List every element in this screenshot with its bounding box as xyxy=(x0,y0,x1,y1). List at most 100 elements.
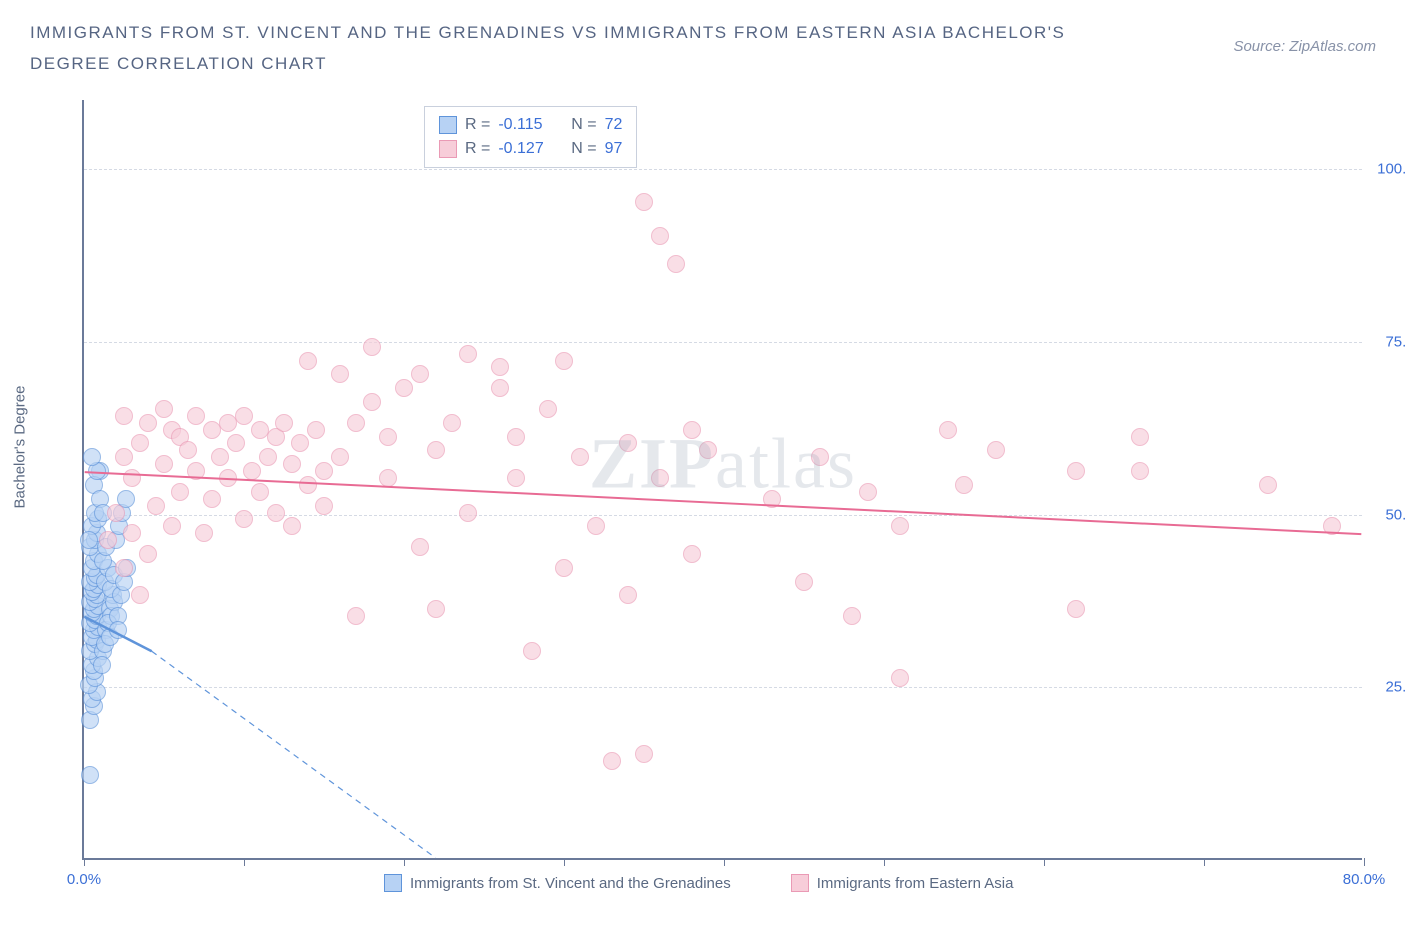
data-point xyxy=(443,414,461,432)
data-point xyxy=(811,448,829,466)
data-point xyxy=(171,483,189,501)
gridline-h xyxy=(84,342,1362,343)
data-point xyxy=(1131,462,1149,480)
data-point xyxy=(555,559,573,577)
legend-swatch xyxy=(791,874,809,892)
x-tick xyxy=(244,858,245,866)
n-label: N = xyxy=(562,113,596,137)
data-point xyxy=(139,414,157,432)
r-label: R = xyxy=(465,113,490,137)
data-point xyxy=(107,504,125,522)
data-point xyxy=(81,766,99,784)
x-tick-label: 0.0% xyxy=(67,871,101,888)
data-point xyxy=(571,448,589,466)
data-point xyxy=(507,428,525,446)
data-point xyxy=(891,669,909,687)
data-point xyxy=(251,483,269,501)
data-point xyxy=(211,448,229,466)
data-point xyxy=(147,497,165,515)
data-point xyxy=(427,441,445,459)
y-axis-title: Bachelor's Degree xyxy=(12,386,29,509)
data-point xyxy=(379,469,397,487)
data-point xyxy=(315,462,333,480)
data-point xyxy=(1067,462,1085,480)
data-point xyxy=(891,517,909,535)
data-point xyxy=(619,586,637,604)
data-point xyxy=(347,607,365,625)
chart-container: Bachelor's Degree ZIPatlas R =-0.115 N =… xyxy=(30,100,1376,900)
gridline-h xyxy=(84,687,1362,688)
data-point xyxy=(603,752,621,770)
data-point xyxy=(109,621,127,639)
data-point xyxy=(331,448,349,466)
r-label: R = xyxy=(465,137,490,161)
x-tick xyxy=(564,858,565,866)
r-value: -0.115 xyxy=(498,113,554,137)
data-point xyxy=(187,407,205,425)
data-point xyxy=(619,434,637,452)
data-point xyxy=(763,490,781,508)
data-point xyxy=(427,600,445,618)
data-point xyxy=(651,227,669,245)
correlation-legend: R =-0.115 N =72R =-0.127 N =97 xyxy=(424,106,637,168)
y-tick-label: 100.0% xyxy=(1377,161,1406,178)
data-point xyxy=(163,517,181,535)
data-point xyxy=(539,400,557,418)
data-point xyxy=(955,476,973,494)
legend-stat-row: R = -0.127 N = 97 xyxy=(439,137,622,161)
data-point xyxy=(131,586,149,604)
legend-series-item: Immigrants from St. Vincent and the Gren… xyxy=(384,874,731,892)
legend-series-label: Immigrants from St. Vincent and the Gren… xyxy=(410,875,731,892)
data-point xyxy=(555,352,573,370)
data-point xyxy=(123,524,141,542)
data-point xyxy=(203,490,221,508)
data-point xyxy=(379,428,397,446)
data-point xyxy=(651,469,669,487)
data-point xyxy=(235,407,253,425)
data-point xyxy=(1259,476,1277,494)
data-point xyxy=(131,434,149,452)
r-value: -0.127 xyxy=(498,137,554,161)
data-point xyxy=(843,607,861,625)
data-point xyxy=(80,531,98,549)
data-point xyxy=(83,448,101,466)
data-point xyxy=(187,462,205,480)
data-point xyxy=(195,524,213,542)
data-point xyxy=(635,193,653,211)
data-point xyxy=(155,400,173,418)
data-point xyxy=(491,379,509,397)
data-point xyxy=(587,517,605,535)
data-point xyxy=(115,559,133,577)
data-point xyxy=(291,434,309,452)
data-point xyxy=(363,393,381,411)
data-point xyxy=(219,469,237,487)
data-point xyxy=(507,469,525,487)
data-point xyxy=(283,455,301,473)
data-point xyxy=(299,352,317,370)
legend-swatch xyxy=(384,874,402,892)
data-point xyxy=(1131,428,1149,446)
data-point xyxy=(491,358,509,376)
n-value: 97 xyxy=(605,137,623,161)
data-point xyxy=(1067,600,1085,618)
trend-lines-layer xyxy=(84,100,1362,858)
data-point xyxy=(315,497,333,515)
data-point xyxy=(683,545,701,563)
legend-stat-row: R =-0.115 N =72 xyxy=(439,113,622,137)
data-point xyxy=(459,345,477,363)
data-point xyxy=(699,441,717,459)
n-label: N = xyxy=(562,137,596,161)
y-tick-label: 50.0% xyxy=(1385,506,1406,523)
legend-swatch xyxy=(439,140,457,158)
x-tick xyxy=(1044,858,1045,866)
plot-area: ZIPatlas R =-0.115 N =72R =-0.127 N =97 … xyxy=(82,100,1362,860)
data-point xyxy=(939,421,957,439)
data-point xyxy=(115,448,133,466)
data-point xyxy=(93,656,111,674)
data-point xyxy=(283,517,301,535)
data-point xyxy=(363,338,381,356)
data-point xyxy=(683,421,701,439)
data-point xyxy=(395,379,413,397)
x-tick-label: 80.0% xyxy=(1343,871,1386,888)
x-tick xyxy=(724,858,725,866)
